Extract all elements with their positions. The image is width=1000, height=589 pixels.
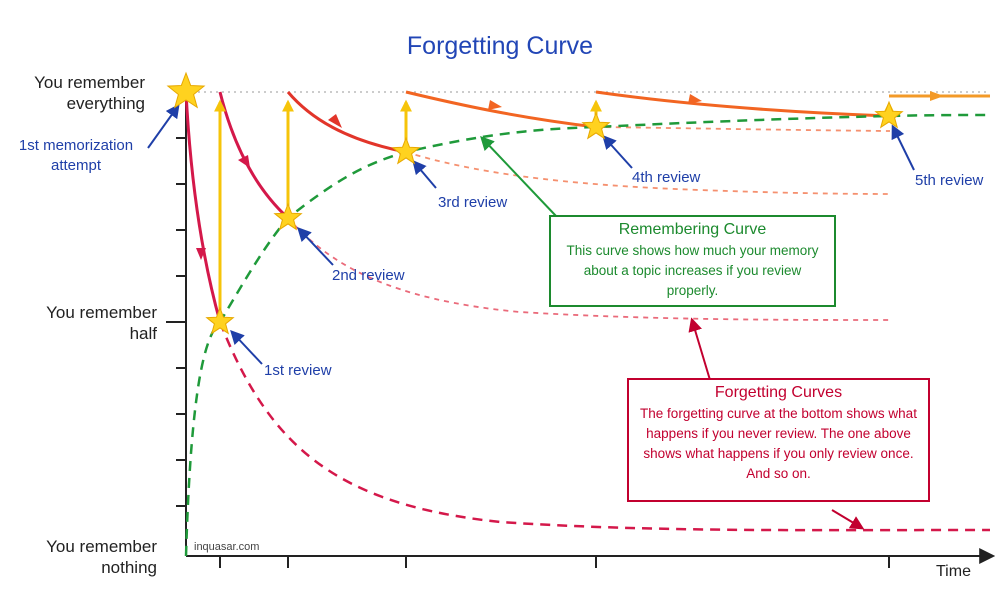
star-markers [166,71,904,335]
pointer-4th-review [602,134,633,169]
remembering-curve-box: Remembering Curve This curve shows how m… [549,215,836,307]
y-label-half: You remember half [46,303,157,343]
star-5th-review [874,100,904,129]
watermark: inquasar.com [194,541,260,553]
forgetting-box-body: The forgetting curve at the bottom shows… [640,406,917,481]
forgetting-curves-box: Forgetting Curves The forgetting curve a… [627,378,930,502]
forgetting-segment-2 [218,91,290,220]
forgetting-curve-after-second-review [405,151,891,195]
pointer-1st-review [230,329,263,365]
remembering-box-body: This curve shows how much your memory ab… [566,243,819,298]
forgetting-segment-5 [595,90,890,118]
x-axis-label-time: Time [936,563,971,580]
label-3rd-review: 3rd review [438,194,508,211]
y-label-everything: You remember everything [34,73,145,113]
pointer-3rd-review [412,159,437,189]
pointer-forgetting-box [688,317,711,381]
curve-direction-arrows [196,91,944,260]
pointer-forgetting-box-bottom [831,509,865,530]
label-4th-review: 4th review [632,169,701,186]
remembering-curve [184,113,991,557]
y-label-nothing: You remember nothing [46,537,157,577]
x-axis-ticks [219,556,890,568]
first-attempt-label: 1st memorization attempt [18,137,134,174]
diagram-title: Forgetting Curve [406,32,594,60]
label-2nd-review: 2nd review [332,267,405,284]
forgetting-box-title: Forgetting Curves [714,384,843,401]
pointer-5th-review [891,124,915,171]
label-1st-review: 1st review [264,362,332,379]
star-1st-review [205,306,235,335]
forgetting-segment-3 [286,91,407,154]
star-4th-review [581,111,611,140]
label-5th-review: 5th review [915,172,984,189]
star-2nd-review [273,202,303,231]
forgetting-curve-never-review [218,321,991,532]
pointer-first-attempt [147,103,180,149]
star-first-attempt [166,71,206,109]
pointer-remembering-box [480,135,557,217]
forgetting-curve-after-third-review [595,126,891,132]
forgetting-segment-1 [184,91,222,323]
y-axis-ticks [166,137,186,507]
forgetting-segment-4 [405,90,597,129]
star-3rd-review [391,136,421,165]
remembering-box-title: Remembering Curve [618,221,767,238]
pointer-2nd-review [297,226,334,266]
